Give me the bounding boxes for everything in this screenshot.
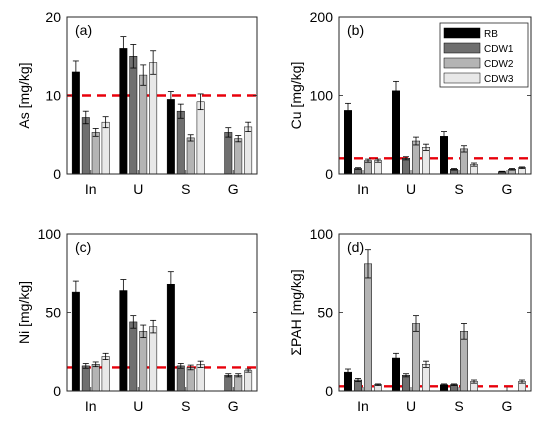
bar-cdw3-s (196, 101, 205, 175)
y-tick-label: 0 (53, 383, 61, 399)
legend-swatch-cdw1 (443, 42, 481, 54)
bar-rb-in (71, 71, 80, 175)
x-tick-label: S (454, 398, 463, 414)
bar-cdw1-u (129, 321, 138, 392)
legend-label-cdw1: CDW1 (484, 44, 514, 55)
bar-cdw3-u (149, 326, 158, 392)
bar-cdw2-g (234, 375, 243, 392)
chart-panel-2: In U S G 0 100 200 Cu [mg/kg] (b) (288, 9, 532, 197)
legend-swatch-cdw2 (443, 57, 481, 69)
x-tick-label: G (228, 181, 239, 197)
y-axis-title: Cu [mg/kg] (288, 62, 304, 130)
bar-cdw3-in (374, 160, 382, 175)
chart-panel-4: In U S G 0 50 100 ΣPAH [mg/kg] (d) (288, 226, 532, 414)
bar-cdw2-u (139, 74, 148, 175)
y-tick-label: 50 (45, 305, 61, 321)
y-axis-title: ΣPAH [mg/kg] (288, 269, 304, 355)
x-tick-label: In (357, 398, 369, 414)
bar-rb-s (166, 99, 175, 175)
x-tick-label: G (228, 398, 239, 414)
y-tick-label: 100 (310, 88, 334, 104)
bar-cdw1-s (176, 110, 185, 175)
bar-cdw2-s (186, 367, 195, 392)
x-tick-label: U (406, 398, 416, 414)
panel-label: (b) (347, 22, 364, 38)
x-tick-label: In (357, 181, 369, 197)
bar-cdw1-in (81, 365, 90, 392)
x-tick-label: U (133, 398, 143, 414)
bar-rb-u (392, 90, 400, 175)
bar-cdw2-s (460, 331, 468, 392)
panel-label: (a) (75, 22, 92, 38)
bar-cdw1-g (224, 132, 233, 175)
x-tick-label: S (181, 398, 190, 414)
bar-cdw2-u (412, 323, 420, 392)
y-tick-label: 20 (45, 9, 61, 25)
x-tick-label: U (406, 181, 416, 197)
bar-cdw2-s (186, 137, 195, 175)
legend: RB CDW1 CDW2 CDW3 (439, 22, 529, 88)
bar-cdw3-in (101, 356, 110, 392)
bar-rb-u (119, 48, 128, 175)
bar-cdw3-in (101, 121, 110, 175)
y-axis-title: As [mg/kg] (16, 62, 32, 128)
bar-cdw1-u (402, 375, 410, 392)
x-tick-label: G (502, 398, 513, 414)
bar-cdw2-in (91, 132, 100, 175)
bar-cdw1-s (176, 365, 185, 392)
y-tick-label: 0 (325, 383, 333, 399)
bar-cdw3-u (422, 364, 430, 392)
y-tick-label: 100 (38, 226, 62, 242)
legend-label-cdw3: CDW3 (484, 74, 514, 85)
bar-rb-u (119, 290, 128, 392)
x-tick-label: U (133, 181, 143, 197)
bar-cdw3-u (149, 62, 158, 175)
y-tick-label: 200 (310, 9, 334, 25)
bar-cdw1-u (402, 158, 410, 175)
y-axis-title: Ni [mg/kg] (16, 281, 32, 344)
bar-cdw2-in (364, 263, 372, 392)
bar-cdw2-s (460, 148, 468, 175)
chart-panel-3: In U S G 0 50 100 Ni [mg/kg] (c) (16, 226, 258, 414)
bar-rb-s (440, 136, 448, 175)
y-tick-label: 0 (325, 166, 333, 182)
x-tick-label: G (502, 181, 513, 197)
x-tick-label: S (454, 181, 463, 197)
bar-cdw3-g (244, 370, 253, 392)
y-tick-label: 50 (317, 305, 333, 321)
y-tick-label: 0 (53, 166, 61, 182)
x-tick-label: In (85, 181, 97, 197)
legend-swatch-cdw3 (443, 72, 481, 84)
bar-cdw1-in (81, 117, 90, 175)
x-tick-label: In (85, 398, 97, 414)
bar-cdw2-g (234, 138, 243, 175)
y-tick-label: 100 (310, 226, 334, 242)
bar-cdw2-u (412, 140, 420, 175)
bar-rb-in (71, 291, 80, 392)
bar-rb-in (344, 110, 352, 175)
legend-swatch-rb (443, 27, 481, 39)
bar-rb-s (166, 283, 175, 392)
bar-cdw3-u (422, 147, 430, 175)
panel-label: (c) (75, 239, 91, 255)
panel-label: (d) (347, 239, 364, 255)
bar-cdw2-in (91, 364, 100, 392)
chart-panel-1: In U S G 0 10 20 As [mg/kg] (a) (16, 9, 258, 197)
bar-cdw3-g (244, 126, 253, 175)
y-tick-label: 10 (45, 88, 61, 104)
bar-cdw1-g (224, 375, 233, 392)
legend-label-cdw2: CDW2 (484, 59, 514, 70)
bar-cdw1-u (129, 56, 138, 175)
bar-cdw3-s (196, 364, 205, 392)
legend-label-rb: RB (484, 29, 498, 40)
bar-cdw2-in (364, 160, 372, 175)
bar-cdw2-u (139, 331, 148, 392)
x-tick-label: S (181, 181, 190, 197)
